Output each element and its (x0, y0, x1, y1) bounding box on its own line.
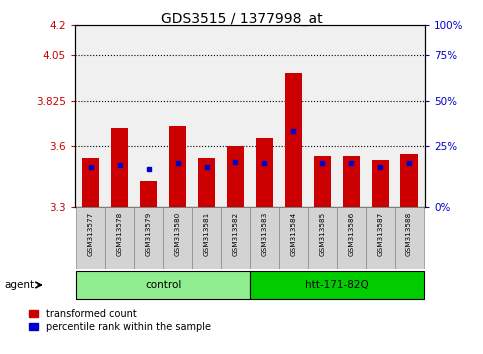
Bar (279, 207, 308, 269)
Bar (308, 207, 337, 269)
Bar (163, 207, 192, 269)
Bar (313, 156, 331, 207)
Bar (342, 156, 360, 207)
Bar (76, 271, 250, 299)
Text: GSM313583: GSM313583 (261, 212, 268, 256)
Bar (256, 138, 273, 207)
Bar (284, 73, 302, 207)
Text: GSM313579: GSM313579 (146, 212, 152, 256)
Text: control: control (145, 280, 181, 290)
Text: GSM313588: GSM313588 (406, 212, 412, 256)
Bar (400, 154, 418, 207)
Text: htt-171-82Q: htt-171-82Q (305, 280, 369, 290)
Text: GSM313582: GSM313582 (232, 212, 239, 256)
Bar (395, 207, 424, 269)
Bar (111, 128, 128, 207)
Bar (198, 159, 215, 207)
Bar (105, 207, 134, 269)
Text: GDS3515 / 1377998_at: GDS3515 / 1377998_at (161, 12, 322, 27)
Bar (76, 207, 105, 269)
Bar (221, 207, 250, 269)
Bar (140, 181, 157, 207)
Text: GSM313580: GSM313580 (174, 212, 181, 256)
Bar (337, 207, 366, 269)
Bar (82, 159, 99, 207)
Text: GSM313578: GSM313578 (117, 212, 123, 256)
Bar (227, 146, 244, 207)
Bar (169, 126, 186, 207)
Text: GSM313586: GSM313586 (348, 212, 354, 256)
Bar (134, 207, 163, 269)
Text: GSM313577: GSM313577 (88, 212, 94, 256)
Legend: transformed count, percentile rank within the sample: transformed count, percentile rank withi… (29, 309, 211, 332)
Bar (250, 271, 424, 299)
Text: GSM313587: GSM313587 (377, 212, 383, 256)
Bar (366, 207, 395, 269)
Text: GSM313581: GSM313581 (203, 212, 210, 256)
Text: GSM313585: GSM313585 (319, 212, 326, 256)
Bar (250, 207, 279, 269)
Text: agent: agent (5, 280, 35, 290)
Bar (192, 207, 221, 269)
Text: GSM313584: GSM313584 (290, 212, 297, 256)
Bar (371, 160, 389, 207)
